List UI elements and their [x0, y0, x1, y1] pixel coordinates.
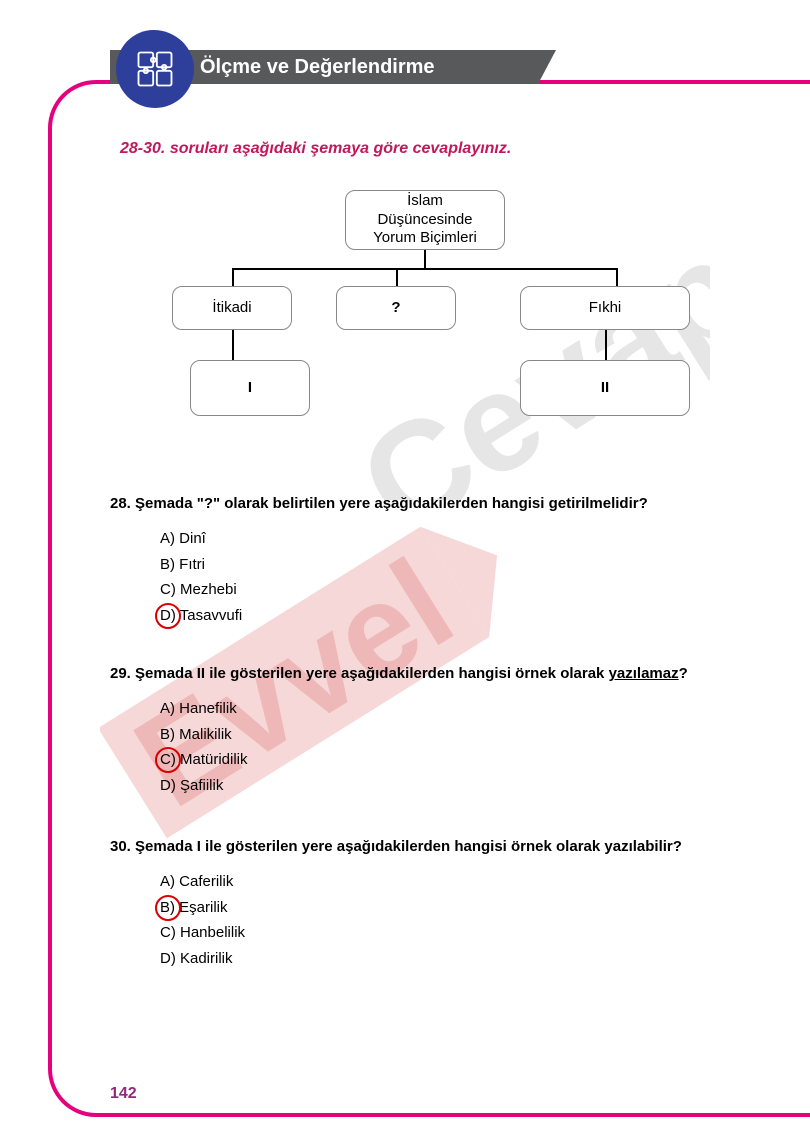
puzzle-badge-icon: [116, 30, 194, 108]
instruction-text: 28-30. soruları aşağıdaki şemaya göre ce…: [120, 140, 511, 158]
question-text: 29. Şemada II ile gösterilen yere aşağıd…: [110, 665, 750, 682]
option-item[interactable]: B) Fıtri: [160, 552, 750, 578]
option-item[interactable]: C) Mezhebi: [160, 577, 750, 603]
question-block: 28. Şemada "?" olarak belirtilen yere aş…: [110, 495, 750, 628]
option-item[interactable]: A) Hanefilik: [160, 696, 750, 722]
options-list: A) CaferilikB) EşarilikC) HanbelilikD) K…: [160, 869, 750, 971]
question-text: 30. Şemada I ile gösterilen yere aşağıda…: [110, 838, 750, 855]
option-item[interactable]: C) Matüridilik: [160, 747, 750, 773]
diagram-node-fikhi: Fıkhi: [520, 286, 690, 330]
option-item[interactable]: D) Kadirilik: [160, 946, 750, 972]
node-label: Fıkhi: [589, 299, 622, 318]
diagram-root-node: İslam Düşüncesinde Yorum Biçimleri: [345, 190, 505, 250]
connector: [232, 330, 234, 360]
node-label: İtikadi: [212, 299, 251, 318]
page-number: 142: [110, 1085, 137, 1103]
connector: [232, 268, 618, 270]
option-item[interactable]: B) Malikilik: [160, 722, 750, 748]
option-item[interactable]: C) Hanbelilik: [160, 920, 750, 946]
option-item[interactable]: B) Eşarilik: [160, 895, 750, 921]
connector: [616, 268, 618, 286]
question-text: 28. Şemada "?" olarak belirtilen yere aş…: [110, 495, 750, 512]
diagram-node-itikadi: İtikadi: [172, 286, 292, 330]
diagram-node-question: ?: [336, 286, 456, 330]
question-block: 30. Şemada I ile gösterilen yere aşağıda…: [110, 838, 750, 971]
connector: [424, 250, 426, 268]
option-item[interactable]: A) Caferilik: [160, 869, 750, 895]
node-label: I: [248, 379, 252, 398]
diagram-node-two: II: [520, 360, 690, 416]
node-label: II: [601, 379, 609, 398]
connector: [605, 330, 607, 360]
options-list: A) HanefilikB) MalikilikC) MatüridilikD)…: [160, 696, 750, 798]
connector: [232, 268, 234, 286]
option-item[interactable]: A) Dinî: [160, 526, 750, 552]
node-label: ?: [391, 299, 400, 318]
diagram-node-one: I: [190, 360, 310, 416]
header-title: Ölçme ve Değerlendirme: [200, 56, 435, 79]
hierarchy-diagram: İslam Düşüncesinde Yorum Biçimleri İtika…: [170, 190, 700, 440]
options-list: A) DinîB) FıtriC) MezhebiD) Tasavvufi: [160, 526, 750, 628]
option-item[interactable]: D) Şafiilik: [160, 773, 750, 799]
connector: [396, 268, 398, 286]
diagram-root-label: İslam Düşüncesinde Yorum Biçimleri: [373, 192, 477, 248]
option-item[interactable]: D) Tasavvufi: [160, 603, 750, 629]
question-block: 29. Şemada II ile gösterilen yere aşağıd…: [110, 665, 750, 798]
